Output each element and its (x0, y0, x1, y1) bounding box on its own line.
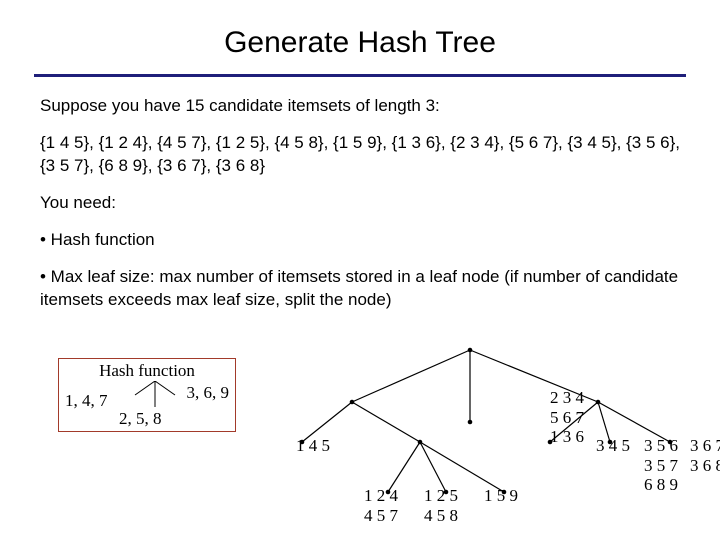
leaf-125-458: 1 2 5 4 5 8 (424, 486, 458, 525)
hash-function-box: Hash function 1, 4, 7 3, 6, 9 2, 5, 8 (58, 358, 236, 432)
leaf-345: 3 4 5 (596, 436, 630, 456)
leaf-159: 1 5 9 (484, 486, 518, 506)
intro-line: Suppose you have 15 candidate itemsets o… (40, 95, 680, 118)
hashbox-left: 1, 4, 7 (65, 391, 108, 411)
body-content: Suppose you have 15 candidate itemsets o… (0, 77, 720, 312)
hashbox-right: 3, 6, 9 (187, 383, 230, 403)
leaf-367-368: 3 6 7 3 6 8 (690, 436, 720, 475)
hashbox-fork-icon (133, 381, 177, 407)
bullet-hash-function: • Hash function (40, 229, 680, 252)
leaf-356-357-689: 3 5 6 3 5 7 6 8 9 (644, 436, 678, 495)
leaf-234-567-136: 2 3 4 5 6 7 1 3 6 (550, 388, 584, 447)
itemsets-line: {1 4 5}, {1 2 4}, {4 5 7}, {1 2 5}, {4 5… (40, 132, 680, 178)
hashbox-title: Hash function (59, 359, 235, 381)
hashbox-mid: 2, 5, 8 (119, 409, 162, 429)
need-line: You need: (40, 192, 680, 215)
leaf-145: 1 4 5 (296, 436, 330, 456)
hash-tree-diagram: 1 4 5 1 2 4 4 5 7 1 2 5 4 5 8 2 3 4 5 6 … (260, 344, 710, 534)
page-title: Generate Hash Tree (0, 0, 720, 70)
leaf-124-457: 1 2 4 4 5 7 (364, 486, 398, 525)
bullet-max-leaf: • Max leaf size: max number of itemsets … (40, 266, 680, 312)
